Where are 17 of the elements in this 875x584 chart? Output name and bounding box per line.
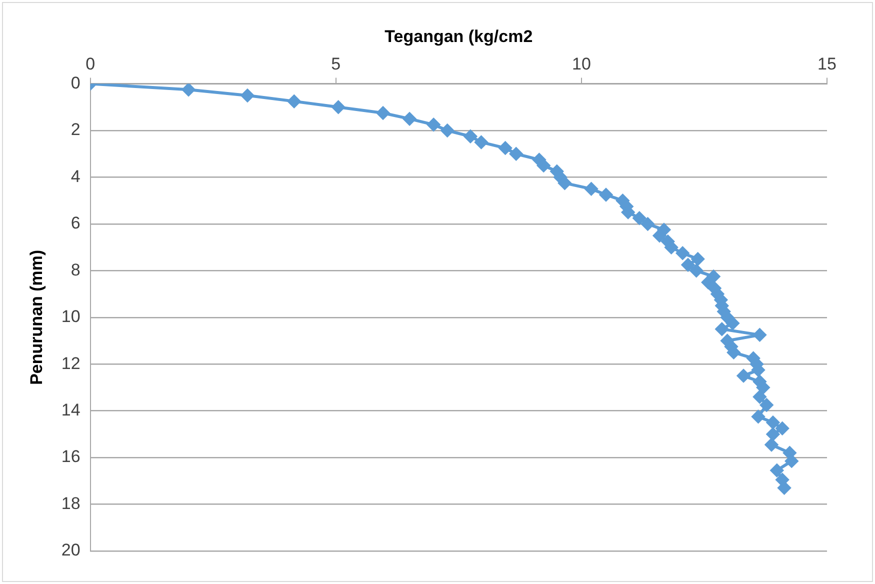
y-tick-label: 16 bbox=[61, 447, 80, 466]
x-axis-title: Tegangan (kg/cm2 bbox=[384, 26, 533, 46]
y-tick-label: 12 bbox=[61, 354, 80, 373]
y-tick-label: 10 bbox=[61, 307, 80, 326]
y-tick-label: 2 bbox=[70, 120, 80, 140]
x-tick-label: 0 bbox=[86, 54, 96, 74]
y-tick-label: 14 bbox=[61, 400, 80, 420]
x-tick-label: 5 bbox=[331, 54, 341, 74]
y-tick-label: 20 bbox=[61, 540, 80, 560]
x-tick-label: 15 bbox=[818, 54, 836, 74]
y-tick-label: 8 bbox=[70, 260, 80, 280]
y-axis-title: Penurunan (mm) bbox=[26, 250, 46, 385]
y-tick-label: 0 bbox=[70, 73, 80, 92]
x-tick-label: 10 bbox=[572, 54, 591, 74]
y-tick-label: 18 bbox=[61, 494, 80, 513]
y-tick-label: 4 bbox=[70, 166, 80, 186]
y-tick-label: 6 bbox=[70, 214, 80, 233]
